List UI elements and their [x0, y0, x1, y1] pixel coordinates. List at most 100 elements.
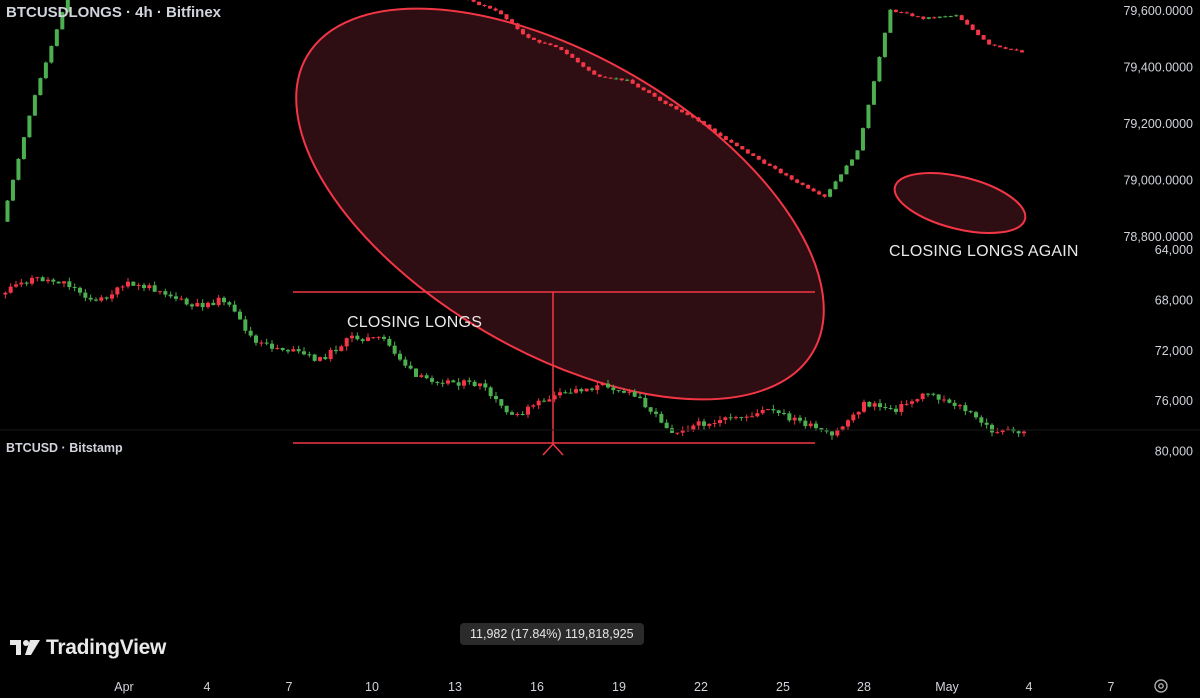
candle [839, 174, 844, 182]
candle [590, 388, 594, 390]
candle [147, 285, 152, 289]
candle [659, 413, 664, 423]
candle [947, 399, 952, 403]
candle [190, 304, 194, 307]
candle [94, 299, 98, 301]
candle [910, 13, 915, 17]
x-tick-label: 19 [612, 680, 626, 694]
candle [334, 349, 338, 352]
candle [120, 286, 125, 288]
candle [647, 90, 652, 94]
candle [707, 423, 712, 426]
candle [806, 184, 811, 189]
candle [614, 78, 619, 80]
candle [398, 353, 402, 360]
candle [792, 417, 797, 421]
tradingview-logo-icon [10, 640, 40, 655]
x-tick-label: 4 [1026, 680, 1033, 694]
candle [158, 291, 162, 293]
y-tick-label-top: 79,400.0000 [1123, 60, 1193, 74]
candle [723, 136, 728, 140]
annotation-closing-longs-again: CLOSING LONGS AGAIN [889, 243, 1079, 260]
candle [867, 401, 872, 407]
candle [32, 95, 37, 116]
candle [477, 1, 482, 6]
candle [488, 5, 493, 9]
candle [789, 175, 794, 180]
candle [888, 407, 893, 409]
candle [773, 165, 778, 169]
candle [488, 387, 493, 396]
candle [976, 29, 981, 36]
candle [515, 413, 520, 415]
candle [152, 285, 157, 292]
candle [1014, 49, 1019, 51]
candle [222, 297, 226, 303]
candle [339, 346, 344, 352]
candle [995, 432, 1000, 434]
candle [965, 20, 970, 25]
candle [168, 294, 173, 297]
candle [280, 347, 285, 351]
candle [619, 78, 624, 81]
candle [104, 297, 109, 299]
candle [3, 292, 8, 295]
candle [38, 78, 43, 96]
candle [581, 62, 586, 67]
candle [931, 393, 936, 395]
x-tick-label: 10 [365, 680, 379, 694]
candle [990, 424, 994, 433]
candle [942, 399, 946, 401]
candle [958, 405, 962, 407]
candle [350, 335, 354, 339]
candle [126, 281, 130, 287]
candle [756, 155, 761, 160]
candle [828, 189, 833, 197]
candle [515, 23, 520, 30]
tradingview-logo[interactable]: TradingView [10, 636, 166, 660]
candle [691, 425, 696, 430]
candle [419, 375, 424, 377]
candle [531, 405, 536, 407]
candle [291, 349, 296, 352]
candle [382, 336, 386, 339]
candle [211, 302, 216, 306]
candle [462, 380, 466, 386]
y-tick-label-bottom: 68,000 [1155, 294, 1193, 308]
candle [817, 191, 822, 195]
candle [600, 383, 605, 386]
candle [622, 390, 626, 393]
candle [60, 12, 65, 30]
candle [456, 382, 461, 386]
candle [943, 16, 948, 18]
candle [597, 74, 602, 77]
candle [206, 302, 210, 308]
candle [504, 14, 509, 20]
candle [10, 179, 15, 201]
candle [833, 181, 838, 190]
x-tick-label: Apr [114, 680, 133, 694]
candle [54, 29, 59, 46]
candle [888, 9, 893, 33]
candle [62, 281, 66, 284]
candle [1020, 50, 1024, 53]
annotation-closing-longs: CLOSING LONGS [347, 314, 483, 331]
candle [493, 8, 498, 11]
candle [638, 396, 642, 398]
candle [954, 15, 959, 17]
candle [734, 142, 739, 147]
candle [611, 387, 616, 391]
candle [559, 47, 564, 50]
candle [542, 42, 547, 44]
candle [8, 286, 13, 293]
candle [387, 338, 392, 346]
candle [1016, 431, 1021, 434]
gear-icon[interactable] [1152, 677, 1170, 695]
candle [998, 45, 1003, 48]
y-tick-label-top: 78,800.0000 [1123, 230, 1193, 244]
candle [808, 423, 813, 427]
candle [65, 0, 70, 13]
candle [795, 179, 800, 183]
candle [547, 399, 552, 402]
candle [174, 296, 178, 299]
